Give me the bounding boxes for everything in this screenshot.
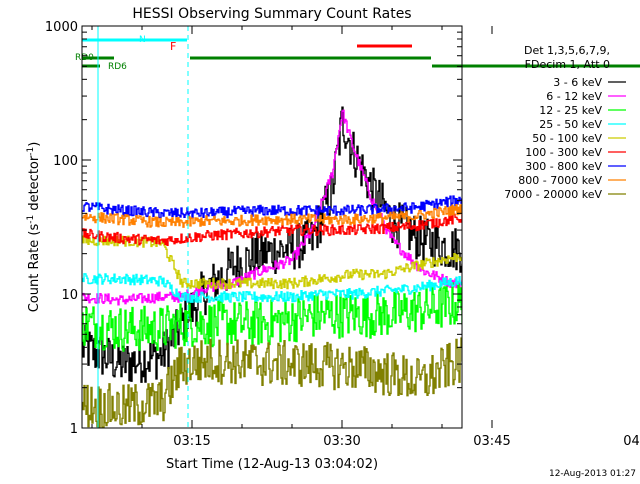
flag-label-2: F [170, 40, 176, 53]
legend-label-7: 300 - 800 keV [525, 160, 602, 173]
y-axis-label-sup2: -1 [26, 147, 36, 156]
y-axis-label-main: Count Rate (s [27, 224, 42, 313]
legend-label-6: 100 - 300 keV [525, 146, 602, 159]
legend-label-9: 7000 - 20000 keV [504, 188, 602, 201]
x-axis-label: Start Time (12-Aug-13 03:04:02) [166, 457, 378, 472]
saa-markers [97, 26, 189, 428]
y-tick-label-3: 100 [53, 154, 78, 169]
legend-header-1: Det 1,3,5,6,7,9, [524, 44, 610, 57]
flag-bars: N F RD0 RD6 [75, 35, 640, 72]
footer-timestamp: 12-Aug-2013 01:27 [549, 469, 636, 479]
flag-label-4: RD6 [108, 62, 127, 72]
plot-frame [81, 25, 463, 429]
series-line-1 [82, 106, 462, 383]
y-tick-label-2: 10 [61, 288, 78, 303]
y-axis-label-mid: detector [27, 155, 42, 215]
legend-label-8: 800 - 7000 keV [518, 174, 602, 187]
y-axis-label: Count Rate (s-1 detector-1) [26, 142, 42, 313]
y-tick-label-1: 1 [70, 422, 78, 437]
series-line-6 [82, 212, 462, 246]
legend-label-2: 6 - 12 keV [546, 90, 602, 103]
y-axis-ticks: 1 10 100 1000 [45, 20, 462, 437]
x-tick-label-2: 03:30 [323, 434, 360, 449]
y-axis-label-end: ) [27, 142, 42, 147]
x-tick-label-3: 03:45 [473, 434, 510, 449]
legend-label-3: 12 - 25 keV [539, 104, 602, 117]
series-line-9 [82, 337, 462, 428]
y-axis-label-sup1: -1 [26, 215, 36, 224]
flag-label-3: RD0 [75, 53, 94, 63]
legend: Det 1,3,5,6,7,9,FDecim 1, Att 0 3 - 6 keV… [504, 44, 626, 201]
legend-label-1: 3 - 6 keV [553, 76, 602, 89]
series-line-7 [82, 195, 462, 219]
series-group [82, 106, 462, 428]
x-tick-label-4: 04:00 [623, 434, 640, 449]
series-line-2 [82, 109, 462, 306]
series-line-8 [82, 204, 462, 228]
legend-header-2: FDecim 1, Att 0 [525, 58, 610, 71]
y-tick-label-4: 1000 [45, 20, 78, 35]
x-tick-label-1: 03:15 [173, 434, 210, 449]
legend-label-5: 50 - 100 keV [532, 132, 602, 145]
series-line-4 [82, 273, 462, 303]
chart-title: HESSI Observing Summary Count Rates [132, 6, 411, 22]
flag-label-1: N [139, 35, 146, 45]
legend-label-4: 25 - 50 keV [539, 118, 602, 131]
series-line-3 [82, 282, 462, 352]
